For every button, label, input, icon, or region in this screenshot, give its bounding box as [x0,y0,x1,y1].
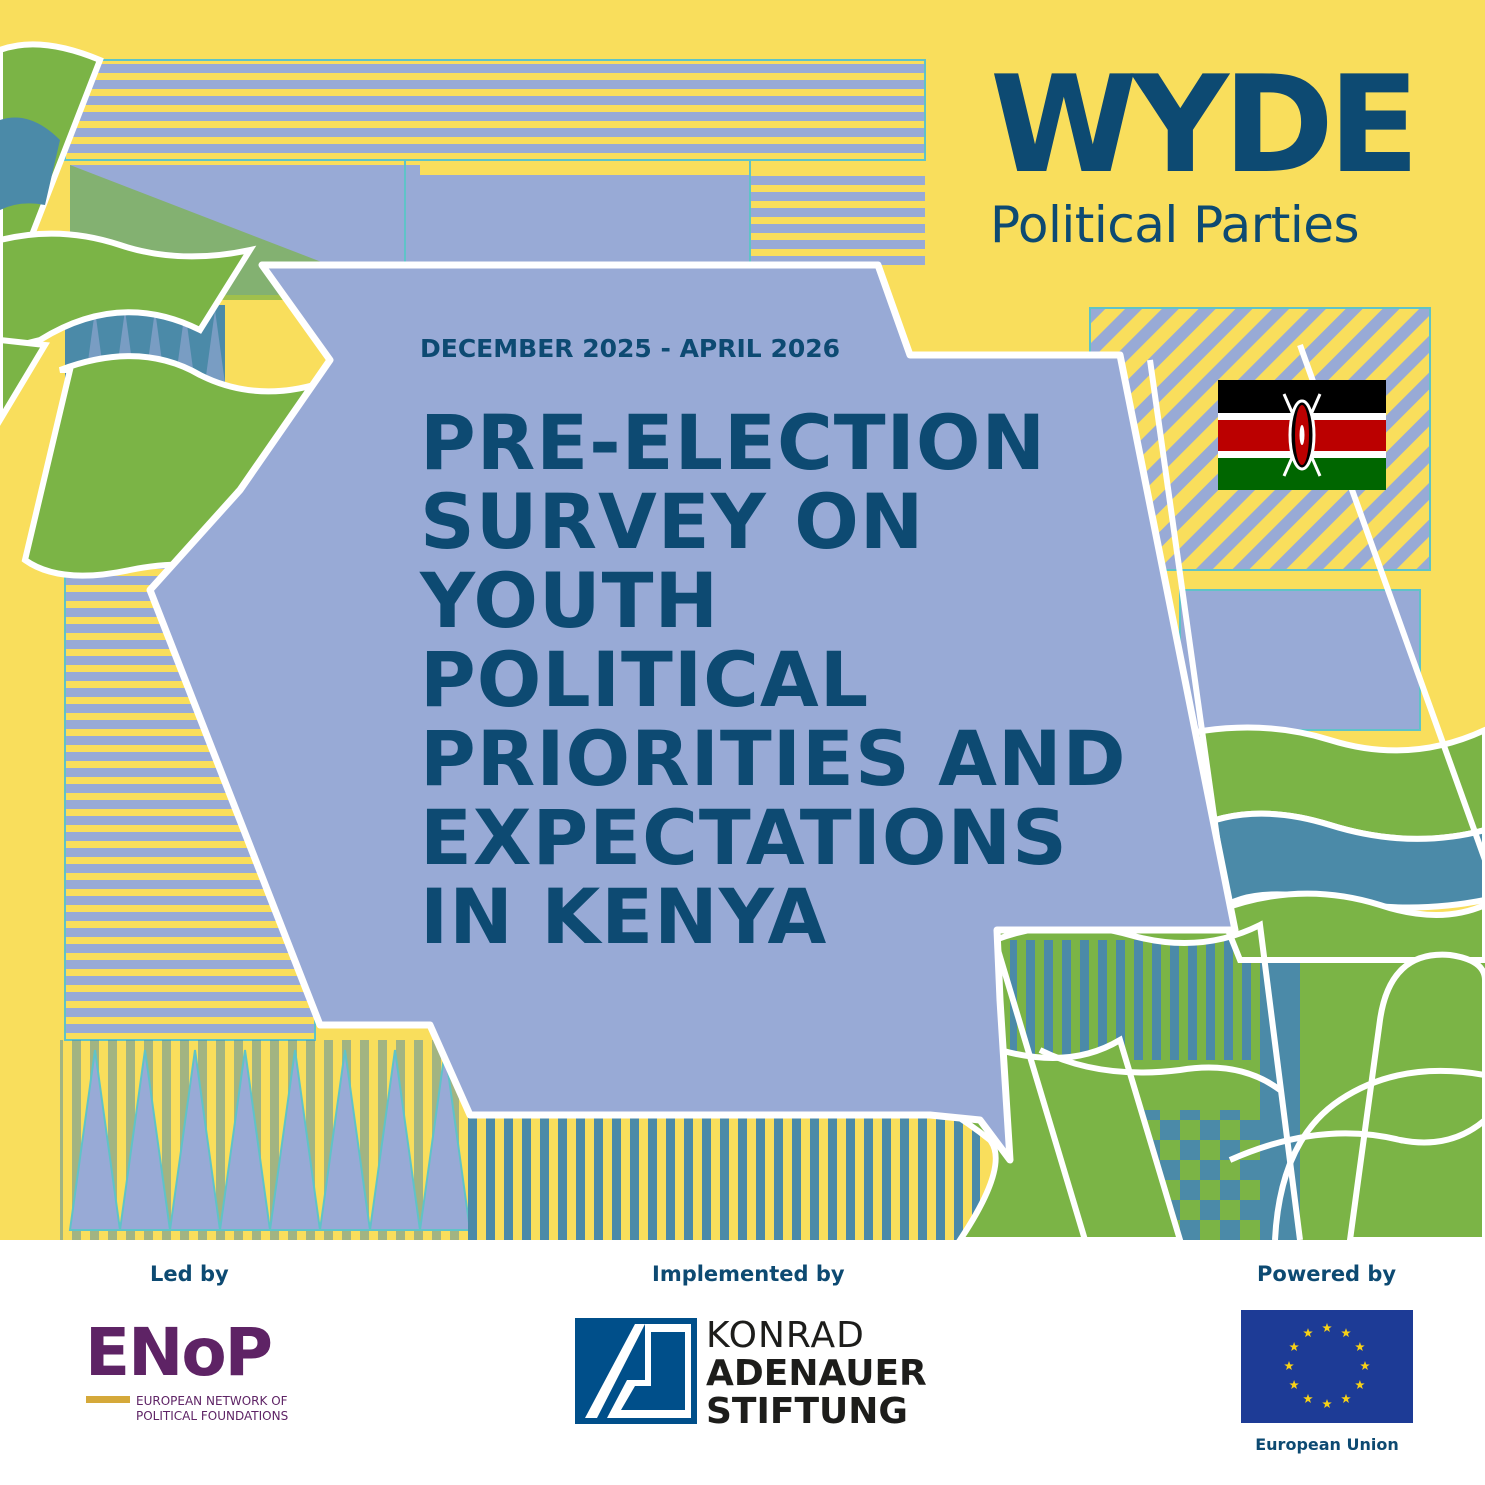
title-line: IN KENYA [420,872,828,961]
wyde-logo-subtitle: Political Parties [990,196,1360,254]
enop-subtitle-line: EUROPEAN NETWORK OF [136,1394,288,1408]
enop-subtitle-line: POLITICAL FOUNDATIONS [136,1409,289,1423]
eu-star-icon [1355,1380,1365,1390]
eu-star-icon [1303,1328,1313,1338]
left-green-shapes [0,41,396,585]
title-line: PRIORITIES AND [420,714,1127,803]
title-line: POLITICAL [420,635,870,724]
right-green-waves [1147,343,1485,1240]
title-line: SURVEY ON [420,477,925,566]
eu-star-icon [1341,1328,1351,1338]
center-panel [146,261,1239,1164]
enop-logo: ENoP [85,1314,273,1391]
date-range: DECEMBER 2025 - APRIL 2026 [420,334,841,363]
powered-by-label: Powered by [1257,1262,1397,1286]
title-line: EXPECTATIONS [420,793,1068,882]
kas-logo-mark [575,1318,697,1424]
enop-accent-bar [86,1396,130,1403]
kas-logo-line1: KONRAD [706,1315,865,1356]
eu-caption: European Union [1255,1435,1399,1454]
title-line: PRE-ELECTION [420,398,1047,487]
eu-star-icon [1303,1393,1313,1403]
eu-star-icon [1289,1342,1299,1352]
partner-footer [0,1240,1485,1485]
eu-star-icon [1289,1380,1299,1390]
eu-star-icon [1341,1393,1351,1403]
title-line: YOUTH [420,556,720,645]
kas-logo-line2: ADENAUER [706,1353,927,1394]
implemented-by-label: Implemented by [652,1262,845,1286]
eu-star-icon [1284,1361,1294,1371]
eu-star-icon [1322,1399,1332,1409]
kenya-flag-icon [1218,380,1386,490]
eu-star-icon [1355,1342,1365,1352]
eu-star-icon [1322,1323,1332,1333]
led-by-label: Led by [150,1262,229,1286]
eu-star-icon [1360,1361,1370,1371]
kas-logo-line3: STIFTUNG [706,1391,908,1432]
enop-logo-subtitle: EUROPEAN NETWORK OF POLITICAL FOUNDATION… [136,1394,288,1424]
report-title: PRE-ELECTION SURVEY ON YOUTH POLITICAL P… [420,403,1127,956]
cover-artwork [0,0,1485,1240]
wyde-logo: WYDE [990,47,1420,203]
eu-flag-icon [1241,1310,1413,1423]
